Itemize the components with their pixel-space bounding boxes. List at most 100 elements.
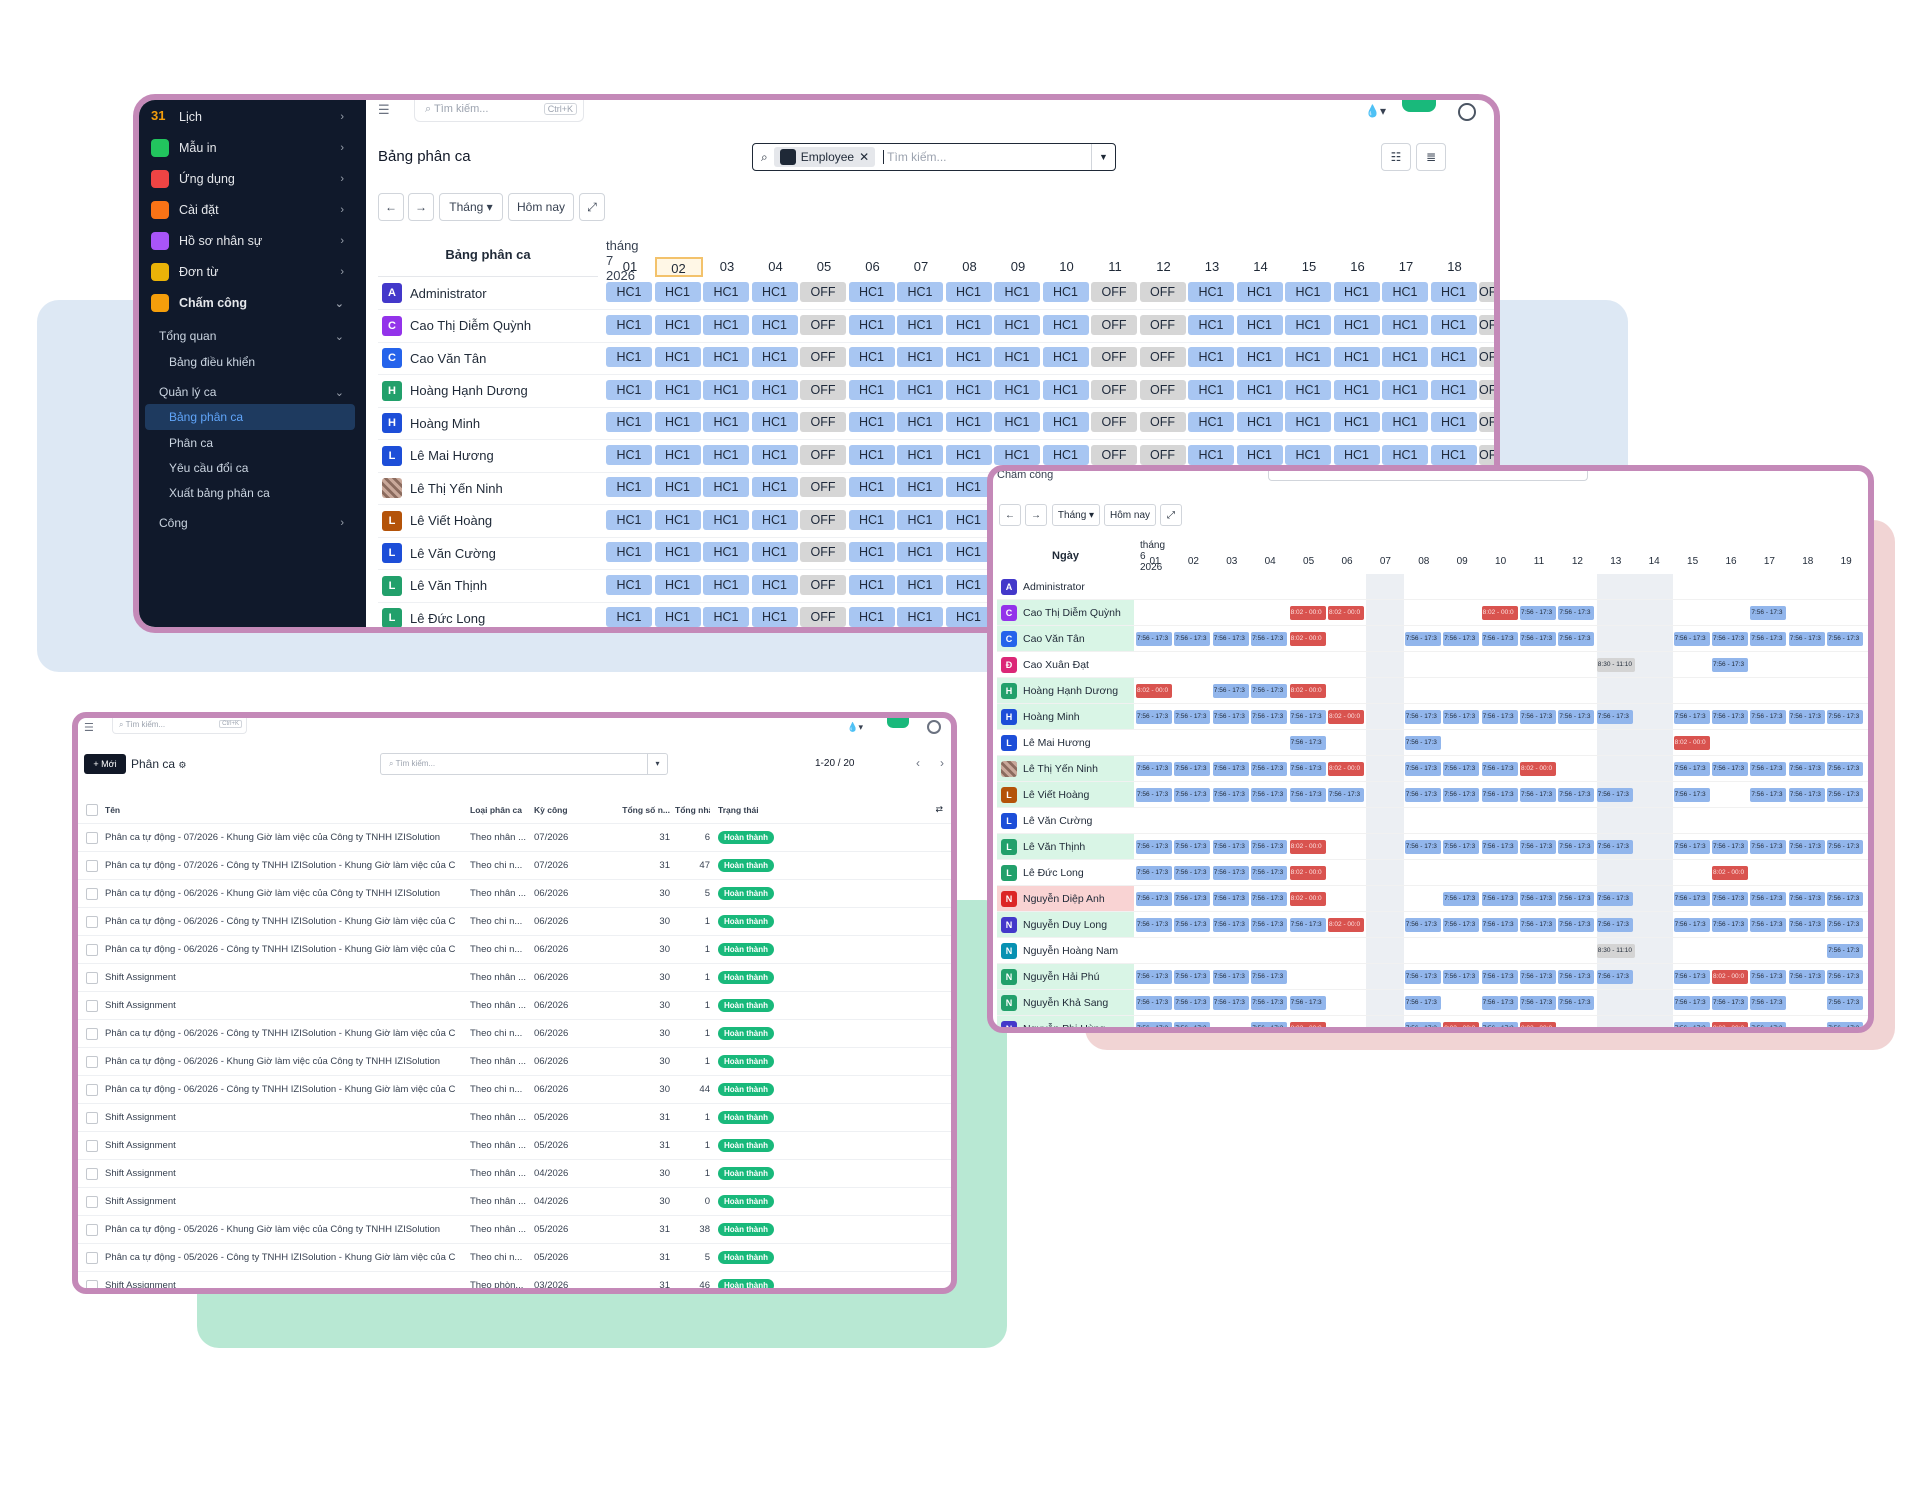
shift-cell[interactable]: HC1 xyxy=(1285,314,1331,335)
attendance-cell[interactable]: 7:56 - 17:3 xyxy=(1520,918,1556,932)
shift-cell[interactable]: HC1 xyxy=(606,379,652,400)
column-header[interactable]: Tổng số n... xyxy=(622,805,670,815)
employee-name[interactable]: C Cao Thị Diễm Quỳnh xyxy=(997,600,1134,625)
shift-cell[interactable]: OFF xyxy=(800,314,846,335)
shift-cell[interactable]: HC1 xyxy=(1188,282,1234,302)
shift-cell[interactable]: HC1 xyxy=(1333,444,1380,465)
shift-cell[interactable]: HC1 xyxy=(1042,347,1089,367)
shift-cell[interactable]: HC1 xyxy=(897,412,943,432)
attendance-cell[interactable]: 7:56 - 17:3 xyxy=(1251,970,1288,984)
sidebar-sub-shift[interactable]: Phân ca xyxy=(139,430,366,456)
shift-cell[interactable]: HC1 xyxy=(654,347,701,367)
shift-cell[interactable]: HC1 xyxy=(1236,314,1283,335)
attendance-cell[interactable]: 8:02 - 00:0 xyxy=(1328,762,1364,776)
shift-cell[interactable]: HC1 xyxy=(1382,444,1428,465)
shift-cell[interactable]: HC1 xyxy=(848,444,895,465)
attendance-cell[interactable]: 7:56 - 17:3 xyxy=(1558,632,1595,646)
attendance-cell[interactable]: 7:56 - 17:3 xyxy=(1136,710,1172,724)
attendance-cell[interactable]: 7:56 - 17:3 xyxy=(1596,892,1633,906)
filter-input[interactable] xyxy=(1268,471,1588,481)
attendance-cell[interactable]: 7:56 - 17:3 xyxy=(1289,788,1326,802)
shift-cell[interactable]: HC1 xyxy=(945,574,992,595)
table-row[interactable]: Shift Assignment Theo nhân ... 04/2026 30 1 H… xyxy=(78,1160,951,1188)
shift-cell[interactable]: HC1 xyxy=(654,542,701,562)
attendance-cell[interactable]: 8:30 - 11:10 xyxy=(1596,944,1635,958)
shift-cell[interactable]: HC1 xyxy=(751,314,798,335)
sidebar-sub-shift-table[interactable]: Bảng phân ca xyxy=(145,404,355,430)
attendance-cell[interactable]: 7:56 - 17:3 xyxy=(1328,788,1364,802)
shift-cell[interactable]: HC1 xyxy=(606,314,652,335)
shift-cell[interactable]: HC1 xyxy=(1382,314,1428,335)
attendance-cell[interactable]: 7:56 - 17:3 xyxy=(1788,892,1825,906)
view-select[interactable]: Tháng ▾ xyxy=(1052,504,1100,526)
attendance-cell[interactable]: 7:56 - 17:3 xyxy=(1289,736,1326,750)
shift-cell[interactable]: OFF xyxy=(800,379,846,400)
search-input[interactable]: ⌕ Tìm kiếm... Ctrl+K xyxy=(112,718,247,734)
attendance-cell[interactable]: 7:56 - 17:3 xyxy=(1136,762,1172,776)
attendance-cell[interactable]: 7:56 - 17:3 xyxy=(1443,892,1480,906)
shift-cell[interactable]: HC1 xyxy=(994,347,1040,367)
shift-cell[interactable]: HC1 xyxy=(606,509,652,530)
attendance-cell[interactable]: 7:56 - 17:3 xyxy=(1404,762,1441,776)
attendance-cell[interactable]: 7:56 - 17:3 xyxy=(1251,684,1288,698)
attendance-cell[interactable]: 7:56 - 17:3 xyxy=(1712,762,1748,776)
select-all-checkbox[interactable] xyxy=(86,804,98,816)
table-row[interactable]: Phân ca tự động - 06/2026 - Công ty TNHH… xyxy=(78,1020,951,1048)
shift-cell[interactable]: OFF xyxy=(1139,379,1186,400)
shift-cell[interactable]: HC1 xyxy=(1236,444,1283,465)
shift-cell[interactable]: HC1 xyxy=(1285,412,1331,432)
attendance-cell[interactable]: 8:30 - 11:10 xyxy=(1596,658,1635,672)
attendance-cell[interactable]: 7:56 - 17:3 xyxy=(1712,658,1748,672)
shift-cell[interactable]: HC1 xyxy=(606,574,652,595)
attendance-cell[interactable]: 7:56 - 17:3 xyxy=(1443,710,1480,724)
sidebar-item[interactable]: Hồ sơ nhân sự › xyxy=(139,226,366,256)
attendance-cell[interactable]: 7:56 - 17:3 xyxy=(1712,918,1748,932)
attendance-cell[interactable]: 7:56 - 17:3 xyxy=(1750,970,1787,984)
shift-cell[interactable]: OFF xyxy=(800,607,846,627)
attendance-cell[interactable]: 8:02 - 00:0 xyxy=(1328,710,1364,724)
attendance-cell[interactable]: 7:56 - 17:3 xyxy=(1251,710,1288,724)
shift-cell[interactable]: HC1 xyxy=(1333,379,1380,400)
shift-cell[interactable]: HC1 xyxy=(654,379,701,400)
attendance-cell[interactable]: 7:56 - 17:3 xyxy=(1481,970,1518,984)
attendance-cell[interactable]: 7:56 - 17:3 xyxy=(1520,996,1556,1010)
shift-cell[interactable]: HC1 xyxy=(1285,379,1331,400)
shift-cell[interactable]: HC1 xyxy=(1430,379,1477,400)
attendance-cell[interactable]: 7:56 - 17:3 xyxy=(1673,996,1710,1010)
shift-cell[interactable]: OFF xyxy=(1139,412,1186,432)
attendance-cell[interactable]: 7:56 - 17:3 xyxy=(1174,632,1211,646)
shift-cell[interactable]: HC1 xyxy=(897,444,943,465)
shift-cell[interactable]: OFF xyxy=(1091,379,1137,400)
attendance-cell[interactable]: 7:56 - 17:3 xyxy=(1827,840,1864,854)
table-row[interactable]: Phân ca tự động - 07/2026 - Khung Giờ là… xyxy=(78,824,951,852)
shift-cell[interactable]: HC1 xyxy=(654,282,701,302)
shift-cell[interactable]: HC1 xyxy=(848,412,895,432)
shift-cell[interactable]: HC1 xyxy=(897,477,943,497)
row-checkbox[interactable] xyxy=(86,1252,98,1264)
employee-name[interactable]: Đ Cao Xuân Đạt xyxy=(997,652,1134,677)
attendance-cell[interactable]: 7:56 - 17:3 xyxy=(1481,918,1518,932)
close-icon[interactable]: ✕ xyxy=(859,150,870,164)
shift-cell[interactable]: HC1 xyxy=(897,607,943,627)
attendance-cell[interactable]: 7:56 - 17:3 xyxy=(1404,736,1441,750)
table-row[interactable]: Phân ca tự động - 05/2026 - Công ty TNHH… xyxy=(78,1244,951,1272)
attendance-cell[interactable]: 7:56 - 17:3 xyxy=(1750,892,1787,906)
shift-cell[interactable]: HC1 xyxy=(703,347,749,367)
employee-name[interactable]: A Administrator xyxy=(997,574,1134,599)
shift-cell[interactable]: HC1 xyxy=(1430,347,1477,367)
row-checkbox[interactable] xyxy=(86,832,98,844)
attendance-cell[interactable]: 7:56 - 17:3 xyxy=(1788,632,1825,646)
attendance-cell[interactable]: 7:56 - 17:3 xyxy=(1673,762,1710,776)
attendance-cell[interactable]: 7:56 - 17:3 xyxy=(1558,710,1595,724)
prev-arrow-icon[interactable]: ← xyxy=(378,193,404,221)
attendance-cell[interactable]: 7:56 - 17:3 xyxy=(1712,892,1748,906)
shift-cell[interactable]: HC1 xyxy=(1430,444,1477,465)
shift-cell[interactable]: HC1 xyxy=(1285,347,1331,367)
table-row[interactable]: Phân ca tự động - 06/2026 - Công ty TNHH… xyxy=(78,1076,951,1104)
shift-cell[interactable]: HC1 xyxy=(751,379,798,400)
shift-cell[interactable]: HC1 xyxy=(994,412,1040,432)
shift-cell[interactable]: HC1 xyxy=(897,542,943,562)
row-checkbox[interactable] xyxy=(86,1168,98,1180)
attendance-cell[interactable]: 7:56 - 17:3 xyxy=(1251,788,1288,802)
employee-name[interactable]: N Nguyễn Hải Phú xyxy=(997,964,1134,989)
